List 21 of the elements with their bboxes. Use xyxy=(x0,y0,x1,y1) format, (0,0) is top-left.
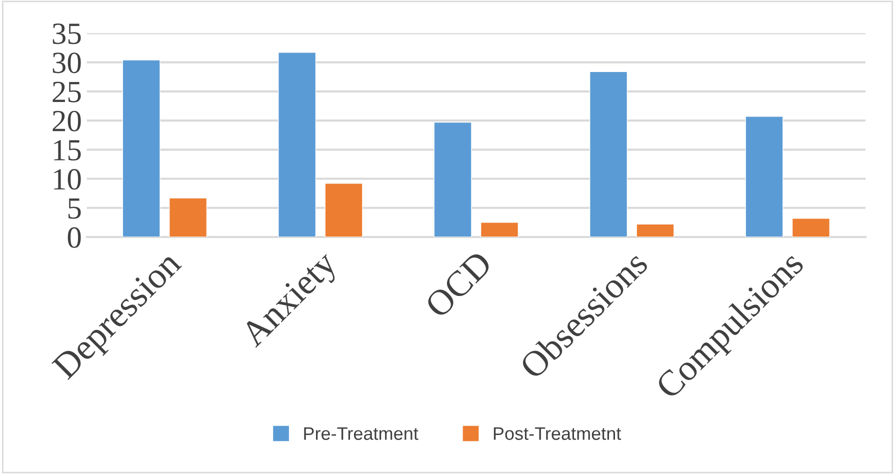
y-tick-label: 15 xyxy=(54,140,81,161)
bar xyxy=(792,218,830,237)
y-tick-label: 25 xyxy=(52,82,81,102)
y-tick-label: 0 xyxy=(68,227,81,248)
y-tick-label: 5 xyxy=(68,198,81,219)
bar xyxy=(589,71,628,237)
y-tick-label: 30 xyxy=(52,52,81,74)
legend-label: Pre-Treatment xyxy=(304,427,418,440)
x-tick-label: OCD xyxy=(424,250,494,319)
legend-label: Post-Treatmetnt xyxy=(494,427,622,440)
y-tick-label: 35 xyxy=(52,24,81,44)
bar xyxy=(169,198,208,237)
bar xyxy=(324,183,363,237)
bar xyxy=(480,222,519,237)
y-tick-label: 10 xyxy=(54,169,81,190)
bar xyxy=(745,116,784,237)
bar xyxy=(434,122,472,237)
bar xyxy=(636,224,674,237)
y-tick-label: 20 xyxy=(52,110,81,132)
bar xyxy=(278,52,316,237)
bar xyxy=(122,60,160,237)
